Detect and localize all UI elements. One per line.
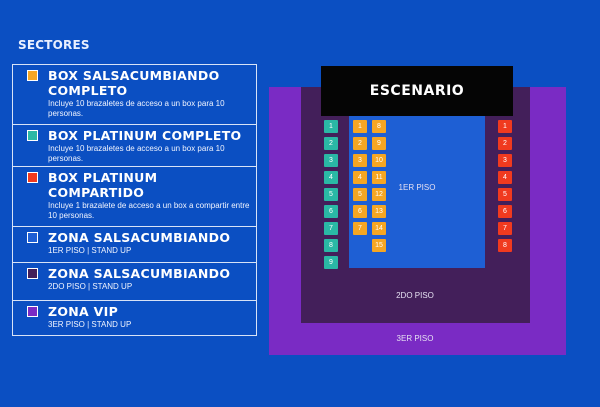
legend-desc: 2DO PISO | STAND UP xyxy=(48,282,133,291)
legend-title: BOX PLATINUM COMPARTIDO xyxy=(48,170,158,200)
swatch-icon xyxy=(27,306,38,317)
box-orange-b-15[interactable]: 15 xyxy=(372,239,386,252)
legend-title: ZONA SALSACUMBIANDO xyxy=(48,266,231,281)
box-red-3[interactable]: 3 xyxy=(498,154,512,167)
legend-desc: Incluye 10 brazaletes de acceso a un box… xyxy=(48,99,225,118)
box-orange-b-8[interactable]: 8 xyxy=(372,120,386,133)
box-teal-7[interactable]: 7 xyxy=(324,222,338,235)
box-orange-a-6[interactable]: 6 xyxy=(353,205,367,218)
box-red-1[interactable]: 1 xyxy=(498,120,512,133)
box-orange-b-9[interactable]: 9 xyxy=(372,137,386,150)
legend-item-box-platinum-completo[interactable]: BOX PLATINUM COMPLETO Incluye 10 brazale… xyxy=(12,125,257,167)
box-red-4[interactable]: 4 xyxy=(498,171,512,184)
box-red-7[interactable]: 7 xyxy=(498,222,512,235)
box-orange-a-7[interactable]: 7 xyxy=(353,222,367,235)
swatch-icon xyxy=(27,130,38,141)
box-orange-a-5[interactable]: 5 xyxy=(353,188,367,201)
legend-title: BOX SALSACUMBIANDO COMPLETO xyxy=(48,68,220,98)
box-red-5[interactable]: 5 xyxy=(498,188,512,201)
legend-item-box-salsacumbiando[interactable]: BOX SALSACUMBIANDO COMPLETO Incluye 10 b… xyxy=(12,64,257,125)
swatch-icon xyxy=(27,232,38,243)
legend-item-zona-vip[interactable]: ZONA VIP 3ER PISO | STAND UP xyxy=(12,301,257,336)
box-teal-3[interactable]: 3 xyxy=(324,154,338,167)
sectores-legend: BOX SALSACUMBIANDO COMPLETO Incluye 10 b… xyxy=(12,64,257,336)
label-1er-piso: 1ER PISO xyxy=(398,183,436,192)
label-3er-piso: 3ER PISO xyxy=(396,334,434,343)
box-orange-a-3[interactable]: 3 xyxy=(353,154,367,167)
legend-desc: 1ER PISO | STAND UP xyxy=(48,246,132,255)
box-orange-b-12[interactable]: 12 xyxy=(372,188,386,201)
legend-item-box-platinum-compartido[interactable]: BOX PLATINUM COMPARTIDO Incluye 1 brazal… xyxy=(12,167,257,227)
swatch-icon xyxy=(27,172,38,183)
legend-desc: 3ER PISO | STAND UP xyxy=(48,320,132,329)
box-orange-b-13[interactable]: 13 xyxy=(372,205,386,218)
legend-title: BOX PLATINUM COMPLETO xyxy=(48,128,242,143)
box-teal-8[interactable]: 8 xyxy=(324,239,338,252)
stage: ESCENARIO xyxy=(321,66,513,116)
box-teal-2[interactable]: 2 xyxy=(324,137,338,150)
box-teal-4[interactable]: 4 xyxy=(324,171,338,184)
legend-title: ZONA SALSACUMBIANDO xyxy=(48,230,231,245)
legend-title: ZONA VIP xyxy=(48,304,119,319)
box-teal-5[interactable]: 5 xyxy=(324,188,338,201)
swatch-icon xyxy=(27,268,38,279)
label-2do-piso: 2DO PISO xyxy=(396,291,434,300)
legend-item-zona-1er-piso[interactable]: ZONA SALSACUMBIANDO 1ER PISO | STAND UP xyxy=(12,227,257,263)
swatch-icon xyxy=(27,70,38,81)
legend-desc: Incluye 1 brazalete de acceso a un box a… xyxy=(48,201,250,220)
sectores-heading: SECTORES xyxy=(18,38,90,52)
box-red-2[interactable]: 2 xyxy=(498,137,512,150)
box-red-6[interactable]: 6 xyxy=(498,205,512,218)
box-orange-b-14[interactable]: 14 xyxy=(372,222,386,235)
box-teal-1[interactable]: 1 xyxy=(324,120,338,133)
box-orange-a-2[interactable]: 2 xyxy=(353,137,367,150)
box-red-8[interactable]: 8 xyxy=(498,239,512,252)
box-orange-a-4[interactable]: 4 xyxy=(353,171,367,184)
box-teal-9[interactable]: 9 xyxy=(324,256,338,269)
box-orange-a-1[interactable]: 1 xyxy=(353,120,367,133)
box-teal-6[interactable]: 6 xyxy=(324,205,338,218)
zone-1er-piso[interactable] xyxy=(349,116,485,268)
legend-desc: Incluye 10 brazaletes de acceso a un box… xyxy=(48,144,225,163)
box-orange-b-11[interactable]: 11 xyxy=(372,171,386,184)
box-orange-b-10[interactable]: 10 xyxy=(372,154,386,167)
legend-item-zona-2do-piso[interactable]: ZONA SALSACUMBIANDO 2DO PISO | STAND UP xyxy=(12,263,257,301)
